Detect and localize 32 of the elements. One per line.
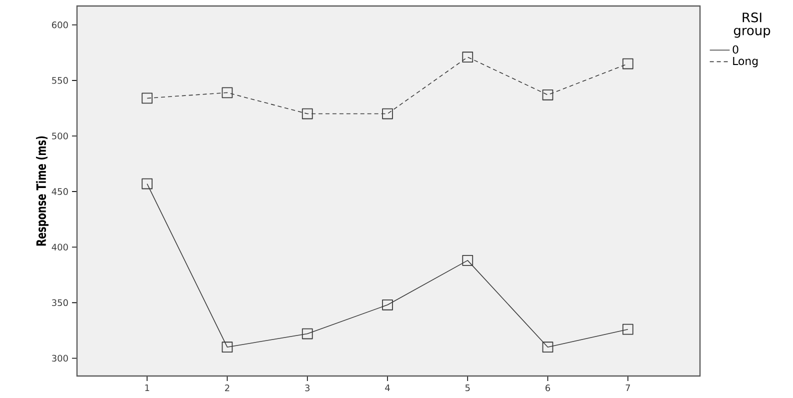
point: [542, 89, 554, 100]
point: [142, 92, 153, 104]
point: [542, 342, 554, 353]
point: [222, 87, 233, 98]
point: [142, 178, 153, 190]
x-tick-label: 2: [225, 384, 230, 392]
y-tick-label: 500: [52, 132, 68, 140]
x-tick-label: 5: [465, 384, 470, 392]
x-tick-label: 6: [546, 384, 550, 392]
point: [622, 58, 634, 70]
x-tick-label: 7: [626, 384, 630, 392]
x-tick-label: 4: [385, 384, 390, 392]
point: [622, 324, 634, 335]
y-tick-label: 450: [52, 188, 68, 195]
point: [222, 342, 233, 353]
point: [462, 52, 474, 63]
point: [302, 108, 313, 120]
point: [302, 328, 313, 340]
x-tick-label: 3: [305, 384, 310, 392]
point: [382, 108, 393, 120]
y-tick-label: 350: [52, 299, 68, 306]
y-tick-label: 600: [52, 21, 68, 28]
y-tick-label: 300: [52, 354, 68, 362]
point: [462, 255, 474, 266]
x-tick-label: 1: [145, 384, 150, 392]
legend-label: Long: [733, 56, 758, 68]
y-axis-title: Response Time (ms): [36, 136, 49, 246]
y-tick-label: 400: [52, 244, 68, 250]
point: [382, 299, 393, 310]
legend-label: 0: [732, 45, 738, 54]
legend-title: RSI group: [734, 12, 770, 38]
y-tick-label: 550: [52, 77, 68, 84]
